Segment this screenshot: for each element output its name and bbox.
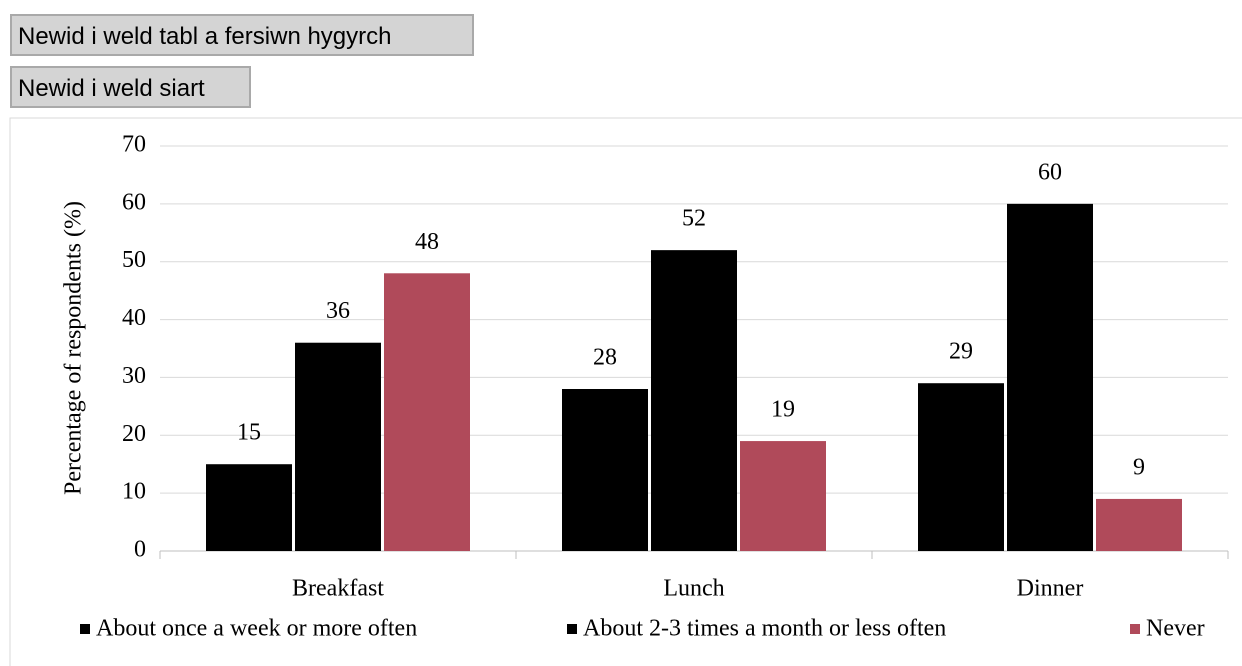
y-tick-label: 10 — [122, 479, 146, 505]
chart-frame — [9, 117, 1242, 666]
legend-marker — [80, 624, 90, 634]
button[interactable]: Newid i weld tabl a fersiwn hygyrch — [10, 14, 474, 56]
button[interactable]: Newid i weld siart — [10, 66, 251, 108]
y-tick-label: 70 — [122, 132, 146, 158]
data-label: 28 — [593, 345, 617, 371]
bar — [384, 273, 470, 551]
y-tick-label: 30 — [122, 363, 146, 389]
x-tick-label: Dinner — [1017, 576, 1084, 602]
legend-marker — [1130, 624, 1140, 634]
y-tick-label: 60 — [122, 189, 146, 215]
x-tick-label: Lunch — [663, 576, 724, 602]
legend-marker — [567, 624, 577, 634]
data-label: 60 — [1038, 159, 1062, 185]
bar — [206, 464, 292, 551]
y-tick-label: 20 — [122, 421, 146, 447]
data-label: 19 — [771, 397, 795, 423]
data-label: 15 — [237, 420, 261, 446]
y-tick-label: 50 — [122, 247, 146, 273]
data-label: 9 — [1133, 454, 1145, 480]
bar — [918, 383, 1004, 551]
y-tick-label: 0 — [134, 537, 146, 563]
legend-label: About 2-3 times a month or less often — [583, 616, 946, 642]
y-axis-title: Percentage of respondents (%) — [61, 201, 87, 495]
data-label: 29 — [949, 339, 973, 365]
bar — [1007, 203, 1093, 551]
data-label: 36 — [326, 298, 350, 324]
y-tick-label: 40 — [122, 305, 146, 331]
legend-label: Never — [1146, 616, 1205, 642]
bar — [740, 441, 826, 551]
bar — [295, 342, 381, 551]
bar — [562, 389, 648, 551]
legend-label: About once a week or more often — [96, 616, 417, 642]
bar — [1096, 498, 1182, 551]
data-label: 52 — [682, 206, 706, 232]
bar — [651, 250, 737, 551]
x-tick-label: Breakfast — [292, 576, 384, 602]
data-label: 48 — [415, 229, 439, 255]
